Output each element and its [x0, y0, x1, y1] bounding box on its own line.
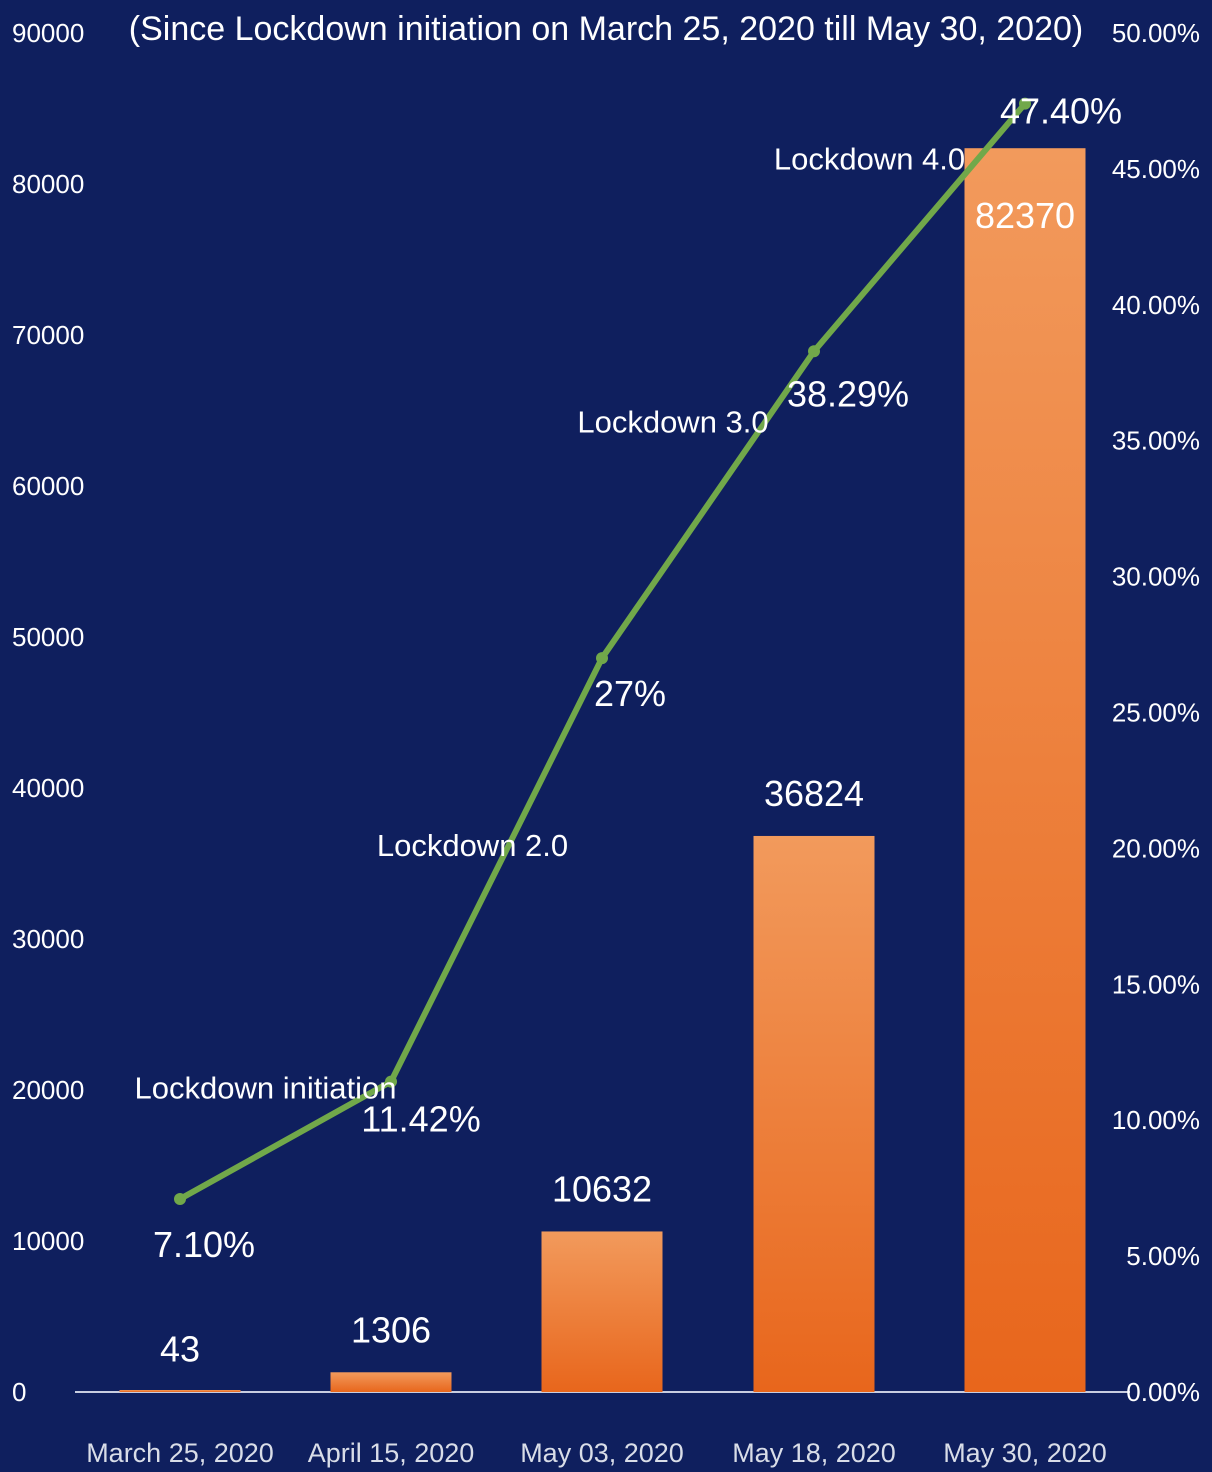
right-axis-tick-label: 35.00%: [1112, 426, 1200, 456]
line-point: [596, 652, 608, 665]
left-axis-tick-label: 30000: [12, 924, 84, 954]
chart-title: (Since Lockdown initiation on March 25, …: [129, 10, 1083, 48]
left-axis-tick-label: 20000: [12, 1075, 84, 1105]
bar-data-label: 10632: [552, 1168, 652, 1209]
right-axis-tick-label: 15.00%: [1112, 969, 1200, 999]
x-axis-tick-label: May 03, 2020: [520, 1438, 684, 1468]
bar: [119, 1390, 241, 1392]
right-axis-tick-label: 30.00%: [1112, 562, 1200, 592]
bar: [964, 148, 1086, 1392]
x-axis-tick-label: March 25, 2020: [86, 1438, 274, 1468]
x-axis-tick-label: April 15, 2020: [308, 1438, 475, 1468]
line-point: [385, 1075, 397, 1088]
left-axis-tick-label: 60000: [12, 471, 84, 501]
x-axis-tick-label: May 18, 2020: [732, 1438, 896, 1468]
line-data-label: 27%: [594, 673, 666, 714]
bar-data-label: 1306: [351, 1309, 431, 1350]
bar: [541, 1231, 663, 1392]
lockdown-annotation: Lockdown 4.0: [774, 141, 965, 176]
right-axis-tick-label: 20.00%: [1112, 833, 1200, 863]
lockdown-annotation: Lockdown 3.0: [577, 405, 768, 440]
right-axis-tick-label: 50.00%: [1112, 18, 1200, 48]
lockdown-annotation: Lockdown 2.0: [377, 828, 568, 863]
line-point: [808, 345, 820, 358]
line-data-label: 38.29%: [787, 373, 909, 414]
line-data-label: 7.10%: [153, 1224, 255, 1265]
left-axis-tick-label: 10000: [12, 1226, 84, 1256]
bar-data-label: 82370: [975, 195, 1075, 236]
left-axis-tick-label: 90000: [12, 18, 84, 48]
left-axis-tick-label: 80000: [12, 169, 84, 199]
left-axis-tick-label: 50000: [12, 622, 84, 652]
line-data-label: 47.40%: [1000, 91, 1122, 132]
left-axis-tick-label: 0: [12, 1377, 26, 1407]
left-axis-tick-label: 70000: [12, 320, 84, 350]
x-axis-tick-label: May 30, 2020: [943, 1438, 1107, 1468]
line-data-label: 11.42%: [361, 1099, 480, 1140]
bar-data-label: 43: [160, 1328, 200, 1369]
lockdown-annotation: Lockdown initiation: [135, 1070, 397, 1105]
right-axis-tick-label: 45.00%: [1112, 154, 1200, 184]
left-axis-tick-label: 40000: [12, 773, 84, 803]
right-axis-tick-label: 40.00%: [1112, 290, 1200, 320]
line-point: [1019, 97, 1031, 110]
right-axis-tick-label: 25.00%: [1112, 698, 1200, 728]
line-point: [174, 1193, 186, 1206]
bar: [753, 835, 875, 1392]
right-axis-tick-label: 10.00%: [1112, 1105, 1200, 1135]
right-axis-tick-label: 5.00%: [1126, 1241, 1200, 1271]
bar: [330, 1372, 452, 1392]
bar-data-label: 36824: [764, 773, 864, 814]
right-axis-tick-label: 0.00%: [1126, 1377, 1200, 1407]
